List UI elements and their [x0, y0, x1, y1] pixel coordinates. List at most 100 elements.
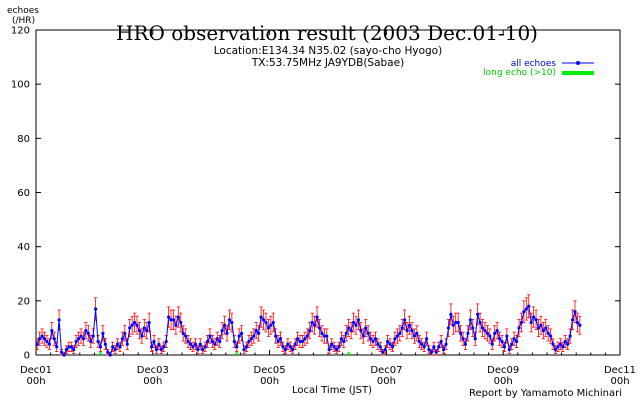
credit-text: Report by Yamamoto Michinari	[469, 388, 622, 399]
data-point	[403, 318, 407, 322]
data-point	[215, 337, 219, 341]
data-point	[334, 347, 339, 352]
data-point	[502, 345, 507, 349]
data-point	[271, 320, 275, 325]
data-point	[67, 345, 71, 349]
data-point	[468, 318, 472, 322]
data-point	[480, 326, 485, 330]
data-point	[386, 339, 390, 344]
data-point	[454, 320, 458, 325]
data-point	[308, 329, 312, 333]
data-point	[252, 334, 256, 338]
data-point	[517, 326, 521, 330]
data-point	[463, 342, 468, 346]
legend: all echoes long echo (>10)	[483, 59, 594, 78]
data-point	[181, 331, 185, 335]
data-point	[300, 339, 305, 344]
data-point	[91, 334, 95, 338]
data-point	[422, 345, 426, 349]
data-point	[359, 329, 363, 333]
y-tick-label: 40	[17, 242, 30, 253]
data-point	[446, 326, 451, 330]
x-tick-label-hour: 00h	[26, 376, 45, 387]
x-tick-label-date: Dec03	[137, 365, 169, 376]
data-point	[79, 334, 83, 338]
data-point	[568, 334, 572, 338]
data-point	[527, 304, 531, 308]
data-point	[368, 337, 373, 341]
data-point	[42, 337, 47, 341]
data-point	[186, 339, 190, 344]
data-point	[351, 320, 356, 325]
data-point	[225, 331, 229, 335]
y-tick-label: 100	[11, 80, 30, 91]
chart-subtitle-tx: TX:53.75MHz JA9YDB(Sabae)	[251, 57, 404, 69]
data-point	[108, 353, 112, 357]
data-point	[529, 320, 533, 325]
data-point	[549, 334, 553, 338]
long-echo-bar	[235, 352, 238, 355]
data-point	[269, 323, 273, 327]
data-point	[125, 342, 129, 346]
data-point	[373, 337, 378, 341]
data-point	[485, 331, 489, 335]
data-point	[532, 315, 536, 319]
data-point	[76, 337, 81, 341]
data-point	[410, 329, 414, 333]
data-point	[198, 342, 202, 346]
data-point	[507, 347, 511, 352]
data-point	[115, 342, 120, 346]
data-point	[407, 323, 412, 327]
x-tick-label-hour: 00h	[610, 376, 629, 387]
data-point	[261, 318, 266, 322]
data-point	[276, 339, 280, 344]
data-point	[483, 329, 487, 333]
data-point	[366, 331, 370, 335]
data-point	[317, 326, 322, 330]
x-tick-label-date: Dec07	[370, 365, 402, 376]
data-point	[152, 339, 156, 344]
data-point	[179, 320, 183, 325]
data-point	[298, 339, 302, 344]
data-point	[171, 318, 176, 322]
data-point	[281, 345, 285, 349]
data-point	[417, 339, 421, 344]
data-point	[412, 334, 416, 338]
x-tick-label-date: Dec05	[254, 365, 286, 376]
data-point	[522, 310, 526, 314]
data-point	[169, 318, 173, 322]
y-axis-label-line1: echoes	[7, 6, 39, 16]
data-point	[222, 323, 227, 327]
data-point	[203, 345, 207, 349]
data-point	[342, 339, 346, 344]
data-point	[140, 334, 144, 338]
data-point	[493, 331, 497, 335]
data-point	[94, 307, 98, 311]
data-point	[490, 342, 494, 346]
data-point	[149, 345, 154, 349]
data-point	[420, 342, 424, 346]
data-point	[123, 331, 127, 335]
data-point	[103, 342, 107, 346]
data-point	[461, 337, 465, 341]
data-point	[259, 315, 263, 319]
y-tick-label: 60	[17, 188, 30, 199]
data-point	[74, 339, 78, 344]
data-point	[295, 337, 300, 341]
data-point	[356, 318, 361, 322]
data-point	[478, 320, 482, 325]
data-point	[254, 329, 258, 333]
data-point	[337, 345, 341, 349]
data-point	[354, 323, 358, 327]
data-point	[476, 312, 480, 316]
data-point	[536, 326, 541, 330]
data-point	[444, 342, 448, 346]
data-point	[40, 334, 44, 338]
data-point	[575, 320, 580, 325]
data-point	[278, 337, 283, 341]
x-tick-label-date: Dec01	[20, 365, 52, 376]
data-point	[424, 337, 429, 341]
data-point	[232, 339, 236, 344]
data-point	[473, 337, 477, 341]
data-point	[320, 331, 324, 335]
